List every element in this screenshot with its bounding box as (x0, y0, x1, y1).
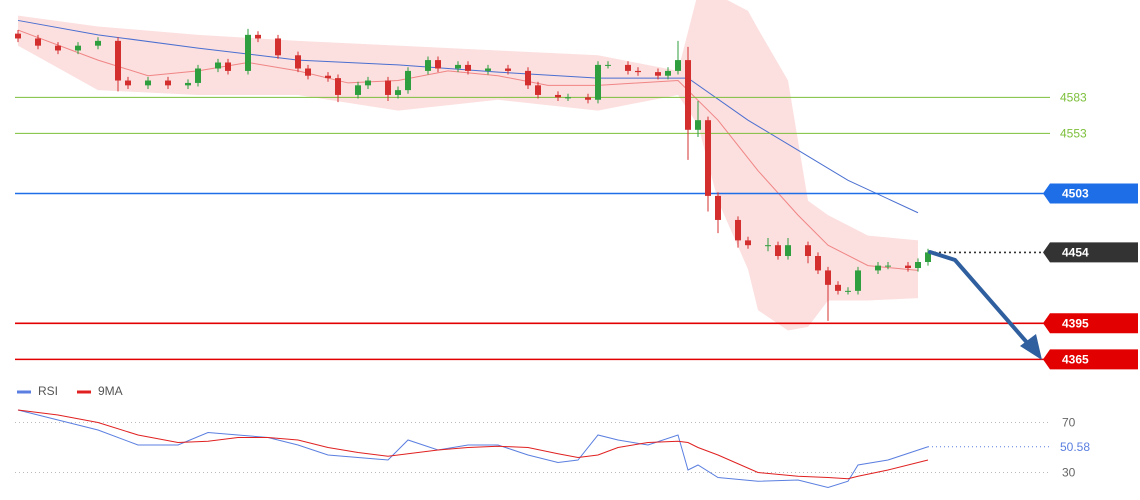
candle-body (835, 284, 841, 291)
candle-body (55, 45, 61, 51)
price-label: 4503 (1062, 187, 1089, 201)
candle-body (735, 219, 741, 241)
candle-body (425, 60, 431, 71)
candle-body (605, 64, 611, 66)
candle-body (465, 64, 471, 71)
candle-body (335, 78, 341, 95)
candle-body (825, 270, 831, 285)
candle-body (925, 252, 931, 263)
candle-body (665, 70, 671, 76)
bollinger-band (18, 0, 918, 331)
oscillator-line (17, 409, 929, 489)
candle-body (325, 75, 331, 79)
price-label: 4365 (1062, 353, 1089, 367)
candle-body (145, 80, 151, 86)
candle-body (555, 94, 561, 98)
candle-body (695, 120, 701, 130)
price-label-box (1043, 242, 1138, 263)
candle-body (115, 40, 121, 81)
candle-body (185, 82, 191, 86)
moving-average (17, 19, 919, 214)
legend-label: 9MA (98, 384, 123, 398)
price-label-box (1043, 349, 1138, 370)
candle-body (785, 245, 791, 257)
candle-body (125, 80, 131, 86)
candle-body (685, 60, 691, 130)
candle-body (275, 38, 281, 56)
candle-body (295, 55, 301, 69)
candle-body (815, 256, 821, 271)
candle-body (885, 265, 891, 267)
y-tick-label: 70 (1062, 416, 1076, 430)
candle-body (705, 120, 711, 196)
candle-body (225, 62, 231, 71)
candle-body (485, 68, 491, 71)
candle-body (355, 85, 361, 95)
candle-body (805, 245, 811, 257)
candle-body (525, 70, 531, 86)
candle-body (765, 245, 771, 247)
candle-body (775, 245, 781, 257)
candle-body (635, 70, 641, 73)
candle-body (675, 60, 681, 71)
y-tick-label: 30 (1062, 466, 1076, 480)
candle-body (505, 68, 511, 71)
last-value-label: 50.58 (1060, 440, 1090, 454)
candle-body (35, 38, 41, 46)
candle-body (395, 90, 401, 95)
candle-body (455, 64, 461, 69)
candle-body (875, 265, 881, 271)
plot-layer: 4583 4553 4503 4454 4395 4365 70 30 RSI 9MA 50.58 (15, 0, 1138, 489)
price-label: 4583 (1060, 91, 1087, 105)
price-label: 4454 (1062, 246, 1089, 260)
candle-body (585, 97, 591, 100)
forecast-arrow (928, 250, 1032, 348)
candle-body (195, 68, 201, 83)
candle-body (855, 270, 861, 291)
candle-body (245, 34, 251, 71)
candle-body (535, 85, 541, 95)
candle-body (165, 80, 171, 86)
candle-body (15, 33, 21, 39)
candle-body (715, 195, 721, 220)
candle-body (305, 68, 311, 76)
candle-body (915, 262, 921, 269)
candle-body (75, 45, 81, 51)
price-label: 4553 (1060, 127, 1087, 141)
price-label: 4395 (1062, 316, 1089, 330)
candle-body (595, 64, 601, 100)
oscillator-line (17, 409, 929, 480)
candle-body (405, 70, 411, 91)
forecast-arrowhead (1020, 334, 1042, 360)
candle-body (255, 34, 261, 39)
candle-body (385, 80, 391, 95)
candle-body (905, 265, 911, 269)
candle-body (565, 97, 571, 99)
candle-body (95, 40, 101, 46)
candle-body (435, 60, 441, 69)
candle-body (215, 62, 221, 69)
candle-body (365, 80, 371, 86)
candle-body (845, 290, 851, 292)
price-label-box (1043, 313, 1138, 334)
candle-body (745, 240, 751, 246)
legend-label: RSI (38, 384, 58, 398)
candle-body (625, 64, 631, 71)
price-label-box (1043, 183, 1138, 204)
candle-body (655, 72, 661, 76)
